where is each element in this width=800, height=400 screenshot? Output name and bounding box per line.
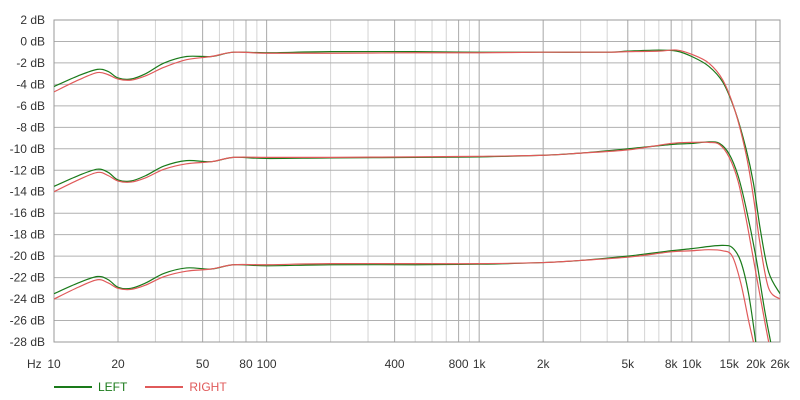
x-axis-tick-labels: Hz 10 20 50 80 100 400 800 1k 2k 5k 8k 10k 15k 20k 26k bbox=[27, 357, 791, 371]
y-tick-label: -16 dB bbox=[10, 206, 45, 220]
x-tick-label: 8k bbox=[665, 357, 679, 371]
y-tick-label: -20 dB bbox=[10, 249, 45, 263]
x-tick-label: 800 bbox=[449, 357, 469, 371]
y-tick-label: -24 dB bbox=[10, 292, 45, 306]
x-tick-label: 1k bbox=[473, 357, 487, 371]
series-right-curve-3 bbox=[54, 249, 755, 342]
legend-item-right: RIGHT bbox=[145, 380, 227, 394]
series-left-curve-3 bbox=[54, 244, 757, 342]
y-tick-label: -26 dB bbox=[10, 314, 45, 328]
minor-gridlines bbox=[53, 20, 757, 342]
x-axis-unit-label: Hz bbox=[27, 357, 42, 371]
y-tick-label: -4 dB bbox=[16, 77, 45, 91]
legend-item-left: LEFT bbox=[54, 380, 127, 394]
x-tick-label: 26k bbox=[770, 357, 790, 371]
y-tick-label: 0 dB bbox=[20, 34, 45, 48]
x-tick-label: 2k bbox=[537, 357, 551, 371]
y-tick-label: -28 dB bbox=[10, 335, 45, 349]
x-tick-label: 5k bbox=[621, 357, 635, 371]
y-axis-tick-labels: 2 dB 0 dB -2 dB -4 dB -6 dB -8 dB -10 dB -12 dB… bbox=[10, 13, 45, 349]
x-tick-label: 50 bbox=[196, 357, 210, 371]
x-tick-label: 10 bbox=[47, 357, 61, 371]
legend-swatch-right bbox=[145, 386, 184, 388]
plot-border bbox=[53, 19, 781, 343]
x-tick-label: 80 bbox=[239, 357, 253, 371]
y-tick-label: -22 dB bbox=[10, 271, 45, 285]
x-tick-label: 10k bbox=[682, 357, 702, 371]
y-tick-label: 2 dB bbox=[20, 13, 45, 27]
series-right-curve-1 bbox=[54, 49, 780, 300]
x-tick-label: 20k bbox=[746, 357, 766, 371]
response-curves bbox=[54, 49, 780, 342]
x-tick-label: 100 bbox=[257, 357, 277, 371]
y-tick-label: -18 dB bbox=[10, 228, 45, 242]
legend-swatch-left bbox=[54, 386, 92, 388]
legend-label-right: RIGHT bbox=[189, 380, 227, 394]
y-tick-label: -10 dB bbox=[10, 142, 45, 156]
legend: LEFT RIGHT bbox=[54, 380, 245, 394]
major-gridlines bbox=[53, 19, 781, 343]
series-right-curve-2 bbox=[54, 141, 770, 342]
legend-label-left: LEFT bbox=[98, 380, 128, 394]
x-tick-label: 15k bbox=[720, 357, 740, 371]
y-tick-label: -2 dB bbox=[16, 56, 45, 70]
y-tick-label: -8 dB bbox=[16, 120, 45, 134]
x-tick-label: 20 bbox=[111, 357, 125, 371]
y-tick-label: -12 dB bbox=[10, 163, 45, 177]
y-tick-label: -6 dB bbox=[16, 99, 45, 113]
y-tick-label: -14 dB bbox=[10, 185, 45, 199]
x-tick-label: 400 bbox=[385, 357, 405, 371]
series-left-curve-2 bbox=[54, 141, 772, 342]
